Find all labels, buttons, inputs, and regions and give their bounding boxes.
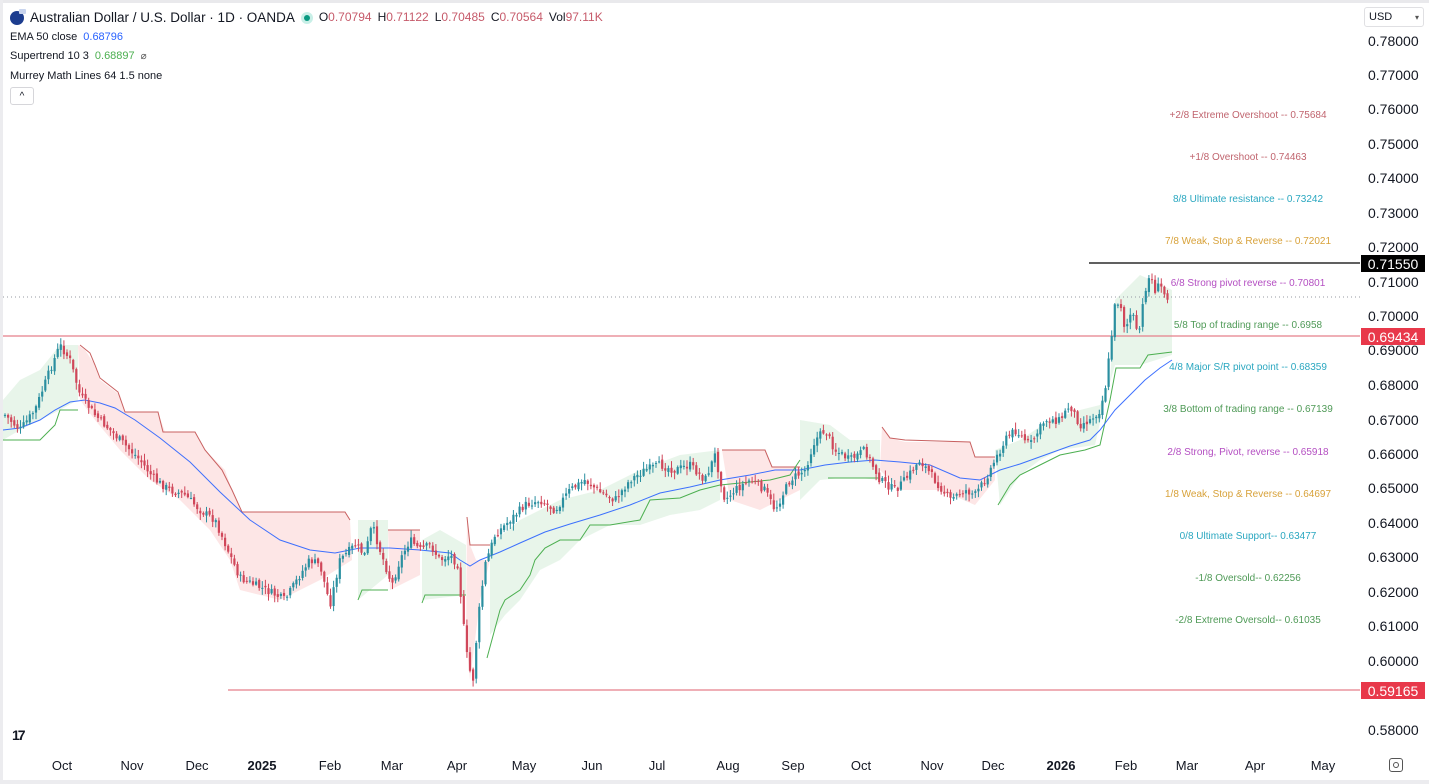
ohlc-volume: Vol97.11K	[548, 10, 603, 24]
time-tick: Apr	[446, 758, 468, 773]
time-tick: Dec	[185, 758, 209, 773]
time-tick: May	[511, 758, 537, 773]
candlesticks	[3, 273, 1169, 687]
murrey-level-label: 7/8 Weak, Stop & Reverse -- 0.72021	[1164, 236, 1332, 247]
price-tick: 0.68000	[1368, 377, 1419, 393]
murrey-level-label: 1/8 Weak, Stop & Reverse -- 0.64697	[1164, 489, 1332, 500]
time-tick: Jun	[581, 758, 603, 773]
time-tick: Nov	[920, 758, 944, 773]
indicator-ema-value: 0.68796	[83, 30, 124, 43]
chevron-down-icon: ▾	[1414, 12, 1419, 22]
price-tag: 0.59165	[1361, 682, 1425, 699]
indicator-murrey[interactable]: Murrey Math Lines 64 1.5 none	[10, 67, 603, 87]
indicator-ema[interactable]: EMA 50 close 0.68796	[10, 28, 603, 48]
chevron-up-icon: ^	[19, 90, 25, 102]
price-chart[interactable]	[0, 0, 1360, 750]
indicator-murrey-name: Murrey Math Lines 64 1.5 none	[10, 69, 163, 82]
symbol-title[interactable]: Australian Dollar / U.S. Dollar · 1D · O…	[30, 10, 295, 25]
price-tick: 0.71000	[1368, 274, 1419, 290]
price-tick: 0.77000	[1368, 67, 1419, 83]
time-tick: Oct	[850, 758, 872, 773]
price-tick: 0.70000	[1368, 308, 1419, 324]
indicator-supertrend-name: Supertrend 10 3	[10, 50, 89, 62]
price-tick: 0.60000	[1368, 653, 1419, 669]
time-tick: Feb	[1114, 758, 1138, 773]
tradingview-logo[interactable]: 17	[12, 727, 26, 743]
ohlc-close: C0.70564	[490, 10, 543, 24]
ohlc-high: H0.71122	[377, 10, 429, 24]
supertrend-down-line	[79, 344, 995, 546]
market-open-status-icon	[300, 11, 313, 24]
price-tick: 0.65000	[1368, 480, 1419, 496]
ohlc-low: L0.70485	[434, 10, 485, 24]
price-tick: 0.67000	[1368, 412, 1419, 428]
price-tick: 0.61000	[1368, 618, 1419, 634]
aud-flag-icon	[10, 8, 26, 25]
murrey-level-label: 3/8 Bottom of trading range -- 0.67139	[1163, 404, 1333, 415]
murrey-level-label: 5/8 Top of trading range -- 0.6958	[1173, 320, 1323, 331]
time-tick: May	[1310, 758, 1336, 773]
murrey-level-label: +2/8 Extreme Overshoot -- 0.75684	[1169, 110, 1327, 121]
murrey-level-label: 0/8 Ultimate Support-- 0.63477	[1179, 531, 1317, 542]
price-tick: 0.78000	[1368, 33, 1419, 49]
price-tick: 0.58000	[1368, 722, 1419, 738]
murrey-level-label: -1/8 Oversold-- 0.62256	[1195, 573, 1301, 584]
collapse-legend-button[interactable]: ^	[10, 87, 34, 105]
time-tick: Jul	[648, 758, 666, 773]
time-tick: Aug	[716, 758, 740, 773]
price-tick: 0.62000	[1368, 584, 1419, 600]
price-tick: 0.75000	[1368, 136, 1419, 152]
indicator-supertrend[interactable]: Supertrend 10 3 0.68897 ⌀	[10, 47, 603, 67]
indicator-ema-name: EMA 50 close	[10, 30, 78, 43]
price-tick: 0.69000	[1368, 342, 1419, 358]
hidden-eye-icon[interactable]: ⌀	[140, 51, 147, 62]
price-tick: 0.63000	[1368, 549, 1419, 565]
price-tick: 0.73000	[1368, 205, 1419, 221]
settings-gear-icon[interactable]	[1389, 758, 1403, 772]
price-tick: 0.74000	[1368, 170, 1419, 186]
chart-legend: Australian Dollar / U.S. Dollar · 1D · O…	[10, 8, 603, 86]
murrey-level-label: 2/8 Strong, Pivot, reverse -- 0.65918	[1167, 447, 1329, 458]
murrey-level-label: -2/8 Extreme Oversold-- 0.61035	[1175, 615, 1321, 626]
price-tag: 0.69434	[1361, 328, 1425, 345]
time-tick: 2026	[1046, 758, 1076, 773]
murrey-level-label: 4/8 Major S/R pivot point -- 0.68359	[1169, 362, 1327, 373]
indicator-supertrend-value: 0.68897	[94, 50, 135, 62]
ema-50-line	[2, 359, 1173, 567]
time-tick: Mar	[380, 758, 404, 773]
bottom-border	[0, 780, 1429, 784]
currency-select[interactable]: USD ▾	[1364, 7, 1424, 27]
price-tick: 0.76000	[1368, 101, 1419, 117]
currency-value: USD	[1369, 11, 1393, 23]
time-tick: Nov	[120, 758, 144, 773]
time-tick: Mar	[1175, 758, 1199, 773]
price-tick: 0.72000	[1368, 239, 1419, 255]
price-tick: 0.66000	[1368, 446, 1419, 462]
time-tick: Oct	[51, 758, 73, 773]
price-tag: 0.71550	[1361, 255, 1425, 272]
left-border	[0, 0, 3, 784]
time-tick: 2025	[247, 758, 277, 773]
time-tick: Apr	[1244, 758, 1266, 773]
ohlc-open: O0.70794	[318, 10, 372, 24]
murrey-level-label: 6/8 Strong pivot reverse -- 0.70801	[1170, 278, 1326, 289]
time-tick: Feb	[318, 758, 342, 773]
murrey-level-label: 8/8 Ultimate resistance -- 0.73242	[1172, 194, 1324, 205]
time-tick: Dec	[981, 758, 1005, 773]
murrey-level-label: +1/8 Overshoot -- 0.74463	[1189, 152, 1307, 163]
price-tick: 0.64000	[1368, 515, 1419, 531]
time-tick: Sep	[781, 758, 805, 773]
